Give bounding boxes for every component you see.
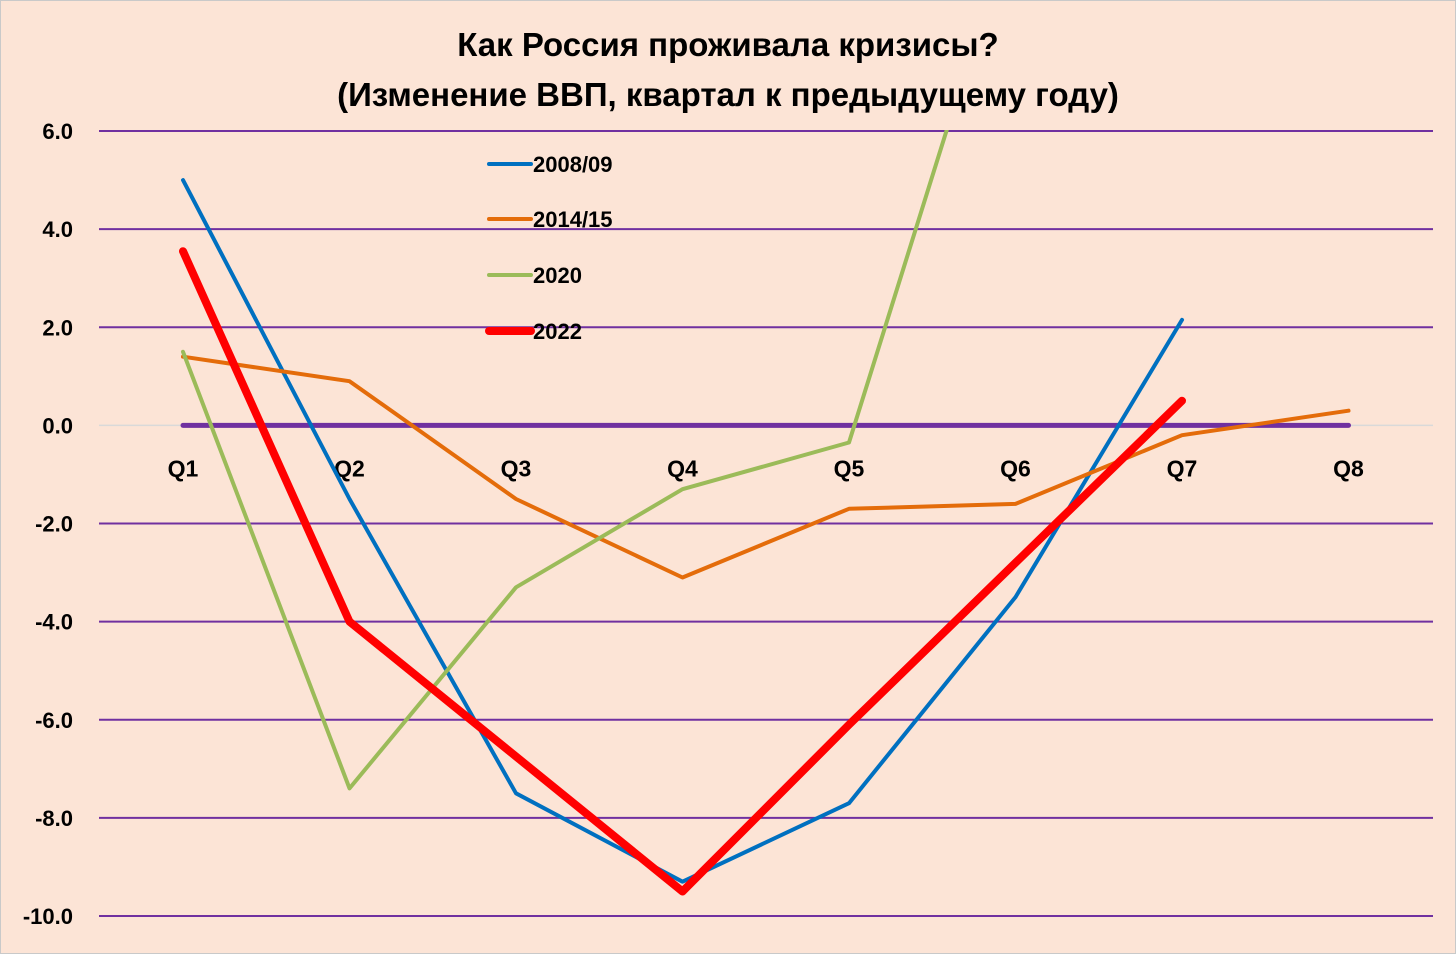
legend-label: 2008/09 bbox=[533, 152, 613, 177]
series-lines bbox=[179, 130, 1351, 896]
y-tick-label: -10.0 bbox=[23, 904, 73, 929]
legend-label: 2014/15 bbox=[533, 207, 613, 232]
series-line-2014-15 bbox=[181, 354, 1351, 580]
legend-label: 2022 bbox=[533, 319, 582, 344]
legend: 2008/09 2014/15 2020 2022 bbox=[485, 152, 613, 344]
y-tick-label: -8.0 bbox=[35, 806, 73, 831]
y-tick-label: -4.0 bbox=[35, 610, 73, 635]
series-line-2008-09 bbox=[181, 178, 1184, 884]
chart-title: Как Россия проживала кризисы? bbox=[457, 26, 998, 63]
y-tick-label: 2.0 bbox=[42, 315, 73, 340]
y-tick-label: 6.0 bbox=[42, 119, 73, 144]
x-category-label: Q3 bbox=[501, 455, 532, 481]
x-category-label: Q6 bbox=[1000, 455, 1031, 481]
y-tick-label: 4.0 bbox=[42, 217, 73, 242]
x-category-label: Q8 bbox=[1333, 455, 1364, 481]
y-tick-label: -2.0 bbox=[35, 512, 73, 537]
x-category-label: Q5 bbox=[834, 455, 865, 481]
series-line-2020 bbox=[181, 130, 949, 791]
series-line-2022 bbox=[179, 247, 1186, 896]
gridlines bbox=[99, 130, 1433, 917]
y-tick-label: -6.0 bbox=[35, 708, 73, 733]
x-category-label: Q4 bbox=[667, 455, 698, 481]
chart-subtitle: (Изменение ВВП, квартал к предыдущему го… bbox=[337, 76, 1119, 113]
x-category-label: Q7 bbox=[1167, 455, 1198, 481]
x-category-label: Q1 bbox=[168, 455, 199, 481]
y-axis-ticks: 6.0 4.0 2.0 0.0 -2.0 -4.0 -6.0 -8.0 -10.0 bbox=[23, 119, 73, 929]
y-tick-label: 0.0 bbox=[42, 413, 73, 438]
x-axis-categories: Q1 Q2 Q3 Q4 Q5 Q6 Q7 Q8 bbox=[168, 455, 1364, 481]
legend-label: 2020 bbox=[533, 263, 582, 288]
